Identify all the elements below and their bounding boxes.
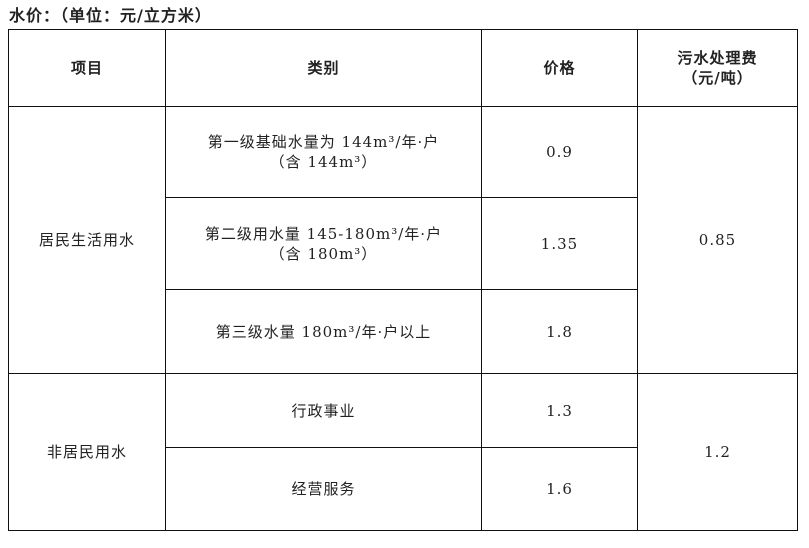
item-cell: 居民生活用水 (8, 106, 166, 374)
page-title: 水价：（单位：元/立方米） (9, 6, 212, 25)
category-line: （含 144m³） (269, 153, 378, 171)
table-row: 第二级用水量 145-180m³/年·户 （含 180m³） 1.35 (9, 197, 798, 290)
category-cell: 第三级水量 180m³/年·户以上 (165, 289, 482, 374)
category-line: 第一级基础水量为 144m³/年·户 (207, 133, 440, 151)
header-sewage-line1: 污水处理费 (677, 49, 758, 67)
category-line: （含 180m³） (269, 244, 378, 263)
table-row: 经营服务 1.6 (9, 447, 798, 531)
price-cell: 1.35 (481, 197, 638, 290)
category-cell: 第二级用水量 145-180m³/年·户 （含 180m³） (165, 197, 482, 290)
table-row: 居民生活用水 第一级基础水量为 144m³/年·户 （含 144m³） 0.9 … (8, 106, 798, 374)
sewage-fee-cell: 1.2 (637, 373, 798, 531)
sewage-fee-cell: 0.85 (637, 106, 798, 374)
header-sewage-line2: （元/吨） (682, 69, 753, 87)
table-row: 第三级水量 180m³/年·户以上 1.8 (9, 289, 798, 374)
header-sewage-fee: 污水处理费 （元/吨） (637, 29, 798, 107)
price-cell: 1.3 (481, 373, 638, 448)
price-cell: 1.6 (481, 447, 638, 531)
category-line: 第二级用水量 145-180m³/年·户 (204, 224, 443, 243)
category-cell: 第一级基础水量为 144m³/年·户 （含 144m³） (165, 106, 482, 198)
header-item: 项目 (8, 29, 166, 107)
table-row: 非居民用水 行政事业 1.3 1.2 (8, 373, 798, 531)
price-cell: 0.9 (481, 106, 638, 198)
header-price: 价格 (481, 29, 638, 107)
price-cell: 1.8 (481, 289, 638, 374)
item-cell: 非居民用水 (8, 373, 166, 531)
header-category: 类别 (165, 29, 482, 107)
header-row: 项目 类别 价格 污水处理费 （元/吨） (8, 29, 798, 107)
category-cell: 经营服务 (165, 447, 482, 531)
water-price-table: 项目 类别 价格 污水处理费 （元/吨） 居民生活用水 第一级基础水量为 144… (8, 29, 798, 531)
category-cell: 行政事业 (165, 373, 482, 448)
